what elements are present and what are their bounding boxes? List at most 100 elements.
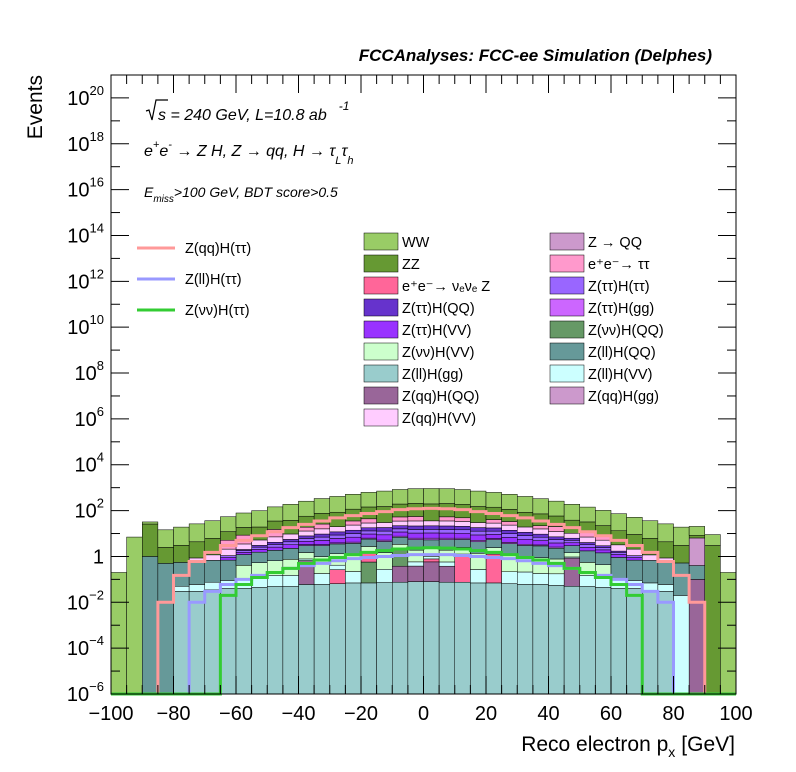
y-tick-label: 108 bbox=[75, 358, 104, 385]
bar-zz-30 bbox=[579, 521, 596, 532]
bar-z-h-vv-19 bbox=[407, 532, 424, 539]
bar-z-ll-h-gg-35 bbox=[657, 591, 674, 695]
y-tick-label: 1020 bbox=[67, 83, 104, 110]
bar-e-e-e-e-z-14 bbox=[329, 569, 346, 584]
legend-fill-swatch bbox=[549, 298, 585, 317]
legend-fill-swatch bbox=[549, 386, 585, 405]
bar-ww-33 bbox=[626, 517, 643, 535]
stack-z-h-gg bbox=[298, 535, 565, 549]
bar-z-qq-h-vv-33 bbox=[626, 548, 643, 556]
bar-z-ll-h-qq-9 bbox=[251, 551, 268, 563]
bar-ww-37 bbox=[688, 526, 705, 536]
bar-z-ll-h-qq-10 bbox=[267, 550, 284, 561]
bar-z-h-vv-7 bbox=[220, 557, 237, 561]
stack-z-ll-h-gg bbox=[173, 581, 674, 695]
bar-zz-37 bbox=[688, 535, 705, 539]
x-tick-label: 60 bbox=[600, 703, 622, 725]
bar-z-ll-h-qq-30 bbox=[579, 550, 596, 563]
legend-fill-label: e⁺e⁻→ ττ bbox=[588, 257, 650, 273]
bar-z-ll-h-vv-6 bbox=[204, 581, 221, 591]
bar-z-ll-h-vv-4 bbox=[173, 586, 190, 592]
y-tick-label: 1010 bbox=[67, 312, 104, 339]
bar-z-ll-h-qq-12 bbox=[298, 545, 315, 553]
bar-z-ll-h-vv-27 bbox=[532, 573, 549, 585]
bar-z-ll-h-gg-29 bbox=[563, 586, 580, 695]
bar-z-ll-h-vv-5 bbox=[188, 584, 205, 592]
bar-z-ll-h-gg-14 bbox=[329, 583, 346, 695]
x-tick-label: 0 bbox=[418, 703, 429, 725]
stack-z-qq bbox=[688, 537, 705, 566]
bar-z-h-qq-10 bbox=[267, 542, 284, 545]
bar-ww-21 bbox=[438, 488, 455, 504]
bar-z-h-13 bbox=[313, 536, 330, 541]
bar-z-h-31 bbox=[595, 547, 612, 551]
legend-fill-label: Z(ττ)H(VV) bbox=[402, 323, 471, 339]
bar-z-qq-h-vv-20 bbox=[423, 520, 440, 527]
bar-ww-11 bbox=[282, 504, 299, 521]
bar-zz-2 bbox=[142, 523, 159, 557]
bar-z-ll-h-vv-19 bbox=[407, 561, 424, 567]
x-tick-label: −20 bbox=[344, 703, 378, 725]
x-tick-label: 80 bbox=[662, 703, 684, 725]
bar-z-h-25 bbox=[501, 533, 518, 538]
bar-e-e-12 bbox=[298, 526, 315, 532]
legend-fill-swatch bbox=[549, 364, 585, 383]
bar-z-h-qq-26 bbox=[517, 532, 534, 536]
bar-z-h-15 bbox=[345, 533, 362, 538]
bar-ww-34 bbox=[642, 520, 659, 539]
stack-z-h-qq bbox=[235, 525, 627, 553]
bar-z-h-vv-12 bbox=[298, 552, 315, 560]
bar-z-h-qq-16 bbox=[360, 561, 377, 584]
bar-z-ll-h-qq-26 bbox=[517, 545, 534, 557]
bar-z-h-vv-13 bbox=[313, 540, 330, 545]
bar-zz-5 bbox=[188, 541, 205, 559]
line-z-qq-h bbox=[111, 506, 736, 696]
legend-fill-label: Z(ττ)H(gg) bbox=[588, 301, 654, 317]
bar-ww-29 bbox=[563, 504, 580, 521]
legend-fill-label: Z(ll)H(gg) bbox=[402, 367, 463, 383]
stack-ww bbox=[110, 488, 737, 695]
legend-fill-label: Z → QQ bbox=[588, 235, 642, 251]
bar-z-h-vv-28 bbox=[548, 542, 565, 548]
bar-z-qq-h-vv-9 bbox=[251, 539, 268, 546]
legend-fill-swatch bbox=[363, 298, 399, 317]
bar-z-ll-h-gg-30 bbox=[579, 586, 596, 695]
bar-z-qq-h-qq-37 bbox=[688, 579, 705, 695]
bar-z-h-24 bbox=[485, 530, 502, 535]
bar-z-h-22 bbox=[454, 529, 471, 534]
bar-z-ll-h-qq-32 bbox=[610, 557, 627, 579]
bar-e-e-21 bbox=[438, 516, 455, 522]
bar-ww-27 bbox=[532, 498, 549, 515]
bar-z-h-7 bbox=[220, 555, 237, 558]
bar-z-ll-h-gg-24 bbox=[485, 582, 502, 695]
bar-z-ll-h-gg-34 bbox=[642, 591, 659, 695]
bar-z-ll-h-gg-4 bbox=[173, 591, 190, 695]
bar-z-h-qq-24 bbox=[485, 527, 502, 532]
legend-fill-label: Z(ττ)H(QQ) bbox=[402, 301, 475, 317]
bar-z-qq-h-vv-15 bbox=[345, 524, 362, 531]
bar-z-ll-h-gg-10 bbox=[267, 586, 284, 695]
stack-z-qq-h-qq bbox=[298, 557, 705, 695]
bar-z-qq-h-vv-31 bbox=[595, 539, 612, 546]
bar-z-ll-h-gg-17 bbox=[376, 581, 393, 695]
bar-z-ll-h-gg-23 bbox=[470, 582, 487, 695]
bar-z-h-vv-8 bbox=[235, 565, 252, 579]
legend-fill-label: Z(νν)H(QQ) bbox=[588, 323, 664, 339]
bar-z-ll-h-vv-25 bbox=[501, 571, 518, 584]
bar-ww-19 bbox=[407, 488, 424, 504]
legend-fill-swatch bbox=[549, 276, 585, 295]
legend-line-label: Z(νν)H(ττ) bbox=[185, 303, 250, 319]
bar-e-e-28 bbox=[548, 526, 565, 532]
bar-z-h-vv-25 bbox=[501, 537, 518, 543]
bar-zz-9 bbox=[251, 526, 268, 541]
bar-z-ll-h-qq-27 bbox=[532, 545, 549, 558]
bar-z-ll-h-qq-34 bbox=[642, 560, 659, 584]
bar-z-ll-h-qq-37 bbox=[688, 565, 705, 580]
bar-z-ll-h-qq-11 bbox=[282, 548, 299, 560]
y-tick-label: 1014 bbox=[67, 220, 104, 247]
bar-z-ll-h-qq-13 bbox=[313, 545, 330, 557]
bar-z-qq-h-vv-27 bbox=[532, 528, 549, 535]
bar-z-h-qq-29 bbox=[563, 537, 580, 541]
legend-fill-swatch bbox=[363, 386, 399, 405]
bar-ww-24 bbox=[485, 492, 502, 508]
